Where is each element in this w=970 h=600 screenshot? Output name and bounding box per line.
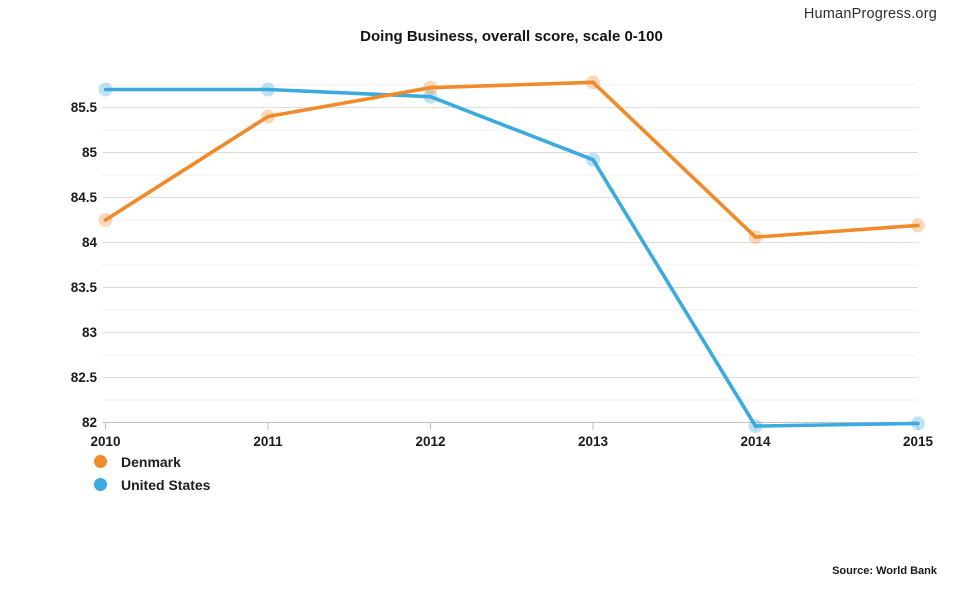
series-line-united-states <box>103 87 920 428</box>
legend-dot-icon <box>94 478 107 491</box>
x-axis-label: 2011 <box>253 434 283 449</box>
data-point-denmark[interactable] <box>426 83 436 93</box>
x-axis-label: 2010 <box>90 434 120 449</box>
chart-title: Doing Business, overall score, scale 0-1… <box>360 28 663 45</box>
y-axis-label: 85 <box>82 145 98 160</box>
legend-dot-icon <box>94 455 107 468</box>
data-point-united-states[interactable] <box>101 85 111 95</box>
data-point-denmark[interactable] <box>588 77 598 87</box>
x-axis-label: 2014 <box>740 434 771 449</box>
data-point-united-states[interactable] <box>588 155 598 165</box>
x-axis-label: 2012 <box>415 434 445 449</box>
x-axis-label: 2015 <box>903 434 934 449</box>
data-point-united-states[interactable] <box>263 85 273 95</box>
y-axis-label: 85.5 <box>71 100 98 115</box>
data-point-denmark[interactable] <box>913 220 923 230</box>
data-point-united-states[interactable] <box>751 421 761 431</box>
data-point-denmark[interactable] <box>751 232 761 242</box>
y-axis-label: 82.5 <box>71 370 98 385</box>
legend: Denmark United States <box>94 450 210 496</box>
y-axis-label: 82 <box>82 415 97 430</box>
legend-label: United States <box>121 476 211 493</box>
legend-item-united-states[interactable]: United States <box>94 473 210 496</box>
series-line-denmark <box>103 80 920 239</box>
data-point-denmark[interactable] <box>101 215 111 225</box>
data-point-united-states[interactable] <box>913 418 923 428</box>
brand-link[interactable]: HumanProgress.org <box>803 6 937 22</box>
x-axis-label: 2013 <box>578 434 609 449</box>
legend-label: Denmark <box>121 453 181 470</box>
legend-item-denmark[interactable]: Denmark <box>94 450 210 473</box>
data-point-denmark[interactable] <box>263 112 273 122</box>
y-axis-label: 83 <box>82 325 98 340</box>
source-note: Source: World Bank <box>832 565 937 577</box>
y-axis-label: 83.5 <box>71 280 98 295</box>
y-axis-label: 84.5 <box>71 190 98 205</box>
y-axis-label: 84 <box>82 235 98 250</box>
